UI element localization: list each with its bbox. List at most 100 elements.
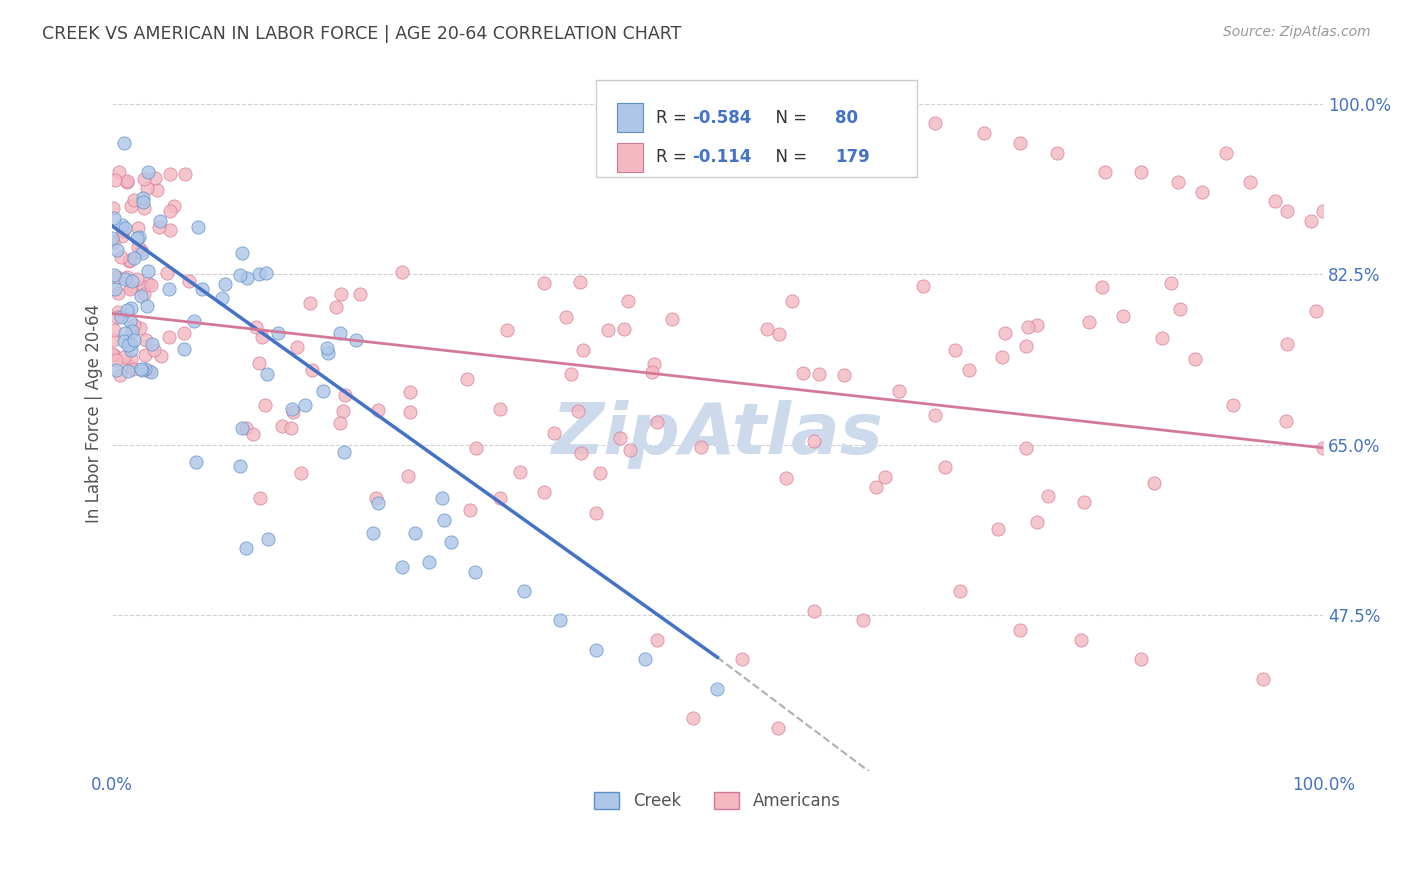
- Point: [103, 348, 125, 362]
- Y-axis label: In Labor Force | Age 20-64: In Labor Force | Age 20-64: [86, 303, 103, 523]
- Point: [132, 172, 155, 186]
- Point: [131, 246, 153, 260]
- Point: [149, 214, 172, 228]
- Point: [129, 289, 152, 303]
- Point: [617, 293, 640, 308]
- Point: [1070, 632, 1092, 647]
- Point: [101, 231, 124, 245]
- Point: [120, 313, 142, 327]
- Point: [1312, 441, 1334, 455]
- Point: [120, 343, 142, 358]
- Point: [112, 350, 135, 364]
- Point: [115, 302, 138, 317]
- Point: [613, 322, 636, 336]
- Point: [312, 384, 335, 398]
- Point: [112, 224, 135, 238]
- Point: [121, 324, 143, 338]
- Point: [214, 277, 236, 292]
- Point: [132, 195, 155, 210]
- Point: [283, 405, 305, 419]
- Point: [1239, 175, 1261, 189]
- Point: [852, 145, 875, 160]
- Point: [103, 268, 125, 282]
- Point: [924, 116, 946, 130]
- Point: [149, 350, 172, 364]
- Point: [247, 267, 270, 281]
- Point: [1025, 318, 1047, 333]
- Point: [456, 372, 478, 386]
- Point: [682, 711, 704, 725]
- Point: [433, 513, 456, 527]
- Point: [329, 416, 352, 430]
- Point: [316, 345, 339, 359]
- Point: [1010, 136, 1032, 150]
- Point: [136, 181, 159, 195]
- Point: [129, 243, 152, 257]
- Point: [271, 418, 294, 433]
- Point: [134, 286, 156, 301]
- Point: [136, 264, 159, 278]
- Point: [333, 445, 356, 459]
- Point: [1017, 320, 1039, 334]
- Text: N =: N =: [765, 148, 813, 166]
- Point: [489, 402, 512, 417]
- Point: [103, 235, 125, 249]
- Point: [231, 421, 253, 435]
- Point: [458, 503, 481, 517]
- Point: [242, 426, 264, 441]
- Point: [943, 343, 966, 357]
- Point: [512, 584, 534, 599]
- Point: [229, 459, 252, 474]
- Point: [114, 326, 136, 340]
- Point: [173, 343, 195, 357]
- Point: [399, 385, 422, 400]
- Point: [118, 359, 141, 373]
- Point: [1222, 398, 1244, 412]
- Point: [775, 471, 797, 485]
- Point: [146, 183, 169, 197]
- Point: [143, 343, 166, 357]
- Point: [329, 287, 352, 301]
- Point: [1073, 495, 1095, 509]
- Point: [120, 337, 142, 351]
- Point: [132, 201, 155, 215]
- Point: [294, 398, 316, 412]
- Point: [634, 652, 657, 666]
- Point: [391, 560, 413, 574]
- Point: [792, 366, 814, 380]
- Text: -0.584: -0.584: [692, 109, 751, 127]
- Point: [148, 219, 170, 234]
- Point: [108, 165, 131, 179]
- Point: [107, 243, 129, 257]
- Point: [129, 362, 152, 376]
- Point: [367, 403, 389, 417]
- Point: [418, 555, 440, 569]
- Point: [489, 491, 512, 505]
- Point: [329, 326, 352, 340]
- Point: [1015, 339, 1038, 353]
- Point: [404, 525, 426, 540]
- Point: [325, 301, 347, 315]
- Point: [131, 191, 153, 205]
- Point: [134, 348, 156, 362]
- Point: [661, 312, 683, 326]
- Point: [1130, 165, 1153, 179]
- Point: [107, 285, 129, 300]
- Point: [114, 221, 136, 235]
- Point: [464, 441, 486, 455]
- Point: [349, 286, 371, 301]
- Point: [280, 421, 302, 435]
- Point: [301, 363, 323, 377]
- Point: [875, 470, 897, 484]
- Point: [235, 541, 257, 555]
- Point: [231, 246, 253, 260]
- Point: [174, 167, 197, 181]
- Point: [1275, 204, 1298, 219]
- Point: [120, 301, 142, 315]
- Point: [127, 231, 149, 245]
- Point: [122, 251, 145, 265]
- Point: [1015, 441, 1038, 455]
- Point: [803, 434, 825, 448]
- Point: [366, 491, 388, 505]
- Point: [107, 270, 129, 285]
